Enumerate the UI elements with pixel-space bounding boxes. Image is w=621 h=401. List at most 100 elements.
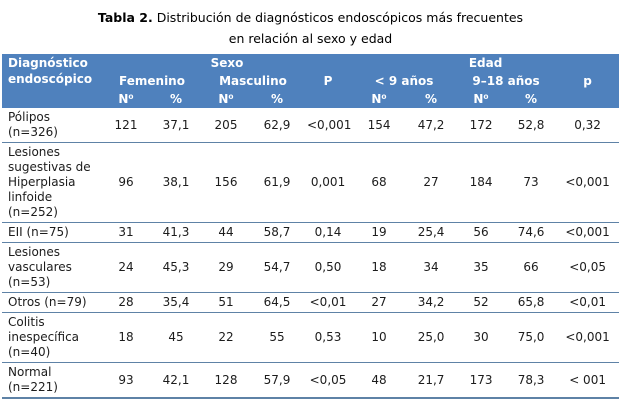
value-cell: 29	[218, 260, 234, 274]
value-cell: 154	[367, 117, 391, 132]
value-cell: <0,001	[565, 330, 610, 344]
value-cell: 173	[469, 372, 493, 387]
value-cell: 27	[371, 295, 387, 309]
col-header-pct-9-18: %	[506, 90, 557, 108]
value-cell: 172	[469, 117, 493, 132]
value-cell: 48	[371, 372, 387, 387]
col-header-menor-9: < 9 años	[352, 72, 457, 90]
col-header-9-18: 9–18 años	[456, 72, 557, 90]
value-cell: 65,8	[517, 295, 545, 309]
table-title-text: Distribución de diagnósticos endoscópico…	[152, 10, 524, 25]
value-cell: 45,3	[162, 260, 190, 274]
table-row: Lesiones sugestivas de Hiperplasia linfo…	[2, 142, 620, 223]
value-cell: 21,7	[417, 372, 445, 387]
value-cell: 34,2	[417, 295, 445, 309]
value-cell: 64,5	[263, 295, 291, 309]
value-cell: 45	[168, 330, 184, 344]
table-header: Diagnóstico endoscópico Sexo Edad Femeni…	[2, 54, 620, 108]
header-row-measures: N⁰ % N⁰ % N⁰ % N⁰ %	[2, 90, 619, 108]
value-cell: 62,9	[263, 117, 291, 132]
value-cell: 22	[218, 330, 234, 344]
value-cell: 25,4	[417, 225, 445, 239]
diagnosis-cell: Pólipos (n=326)	[8, 110, 58, 139]
value-cell: 28	[118, 295, 134, 309]
value-cell: 61,9	[263, 175, 291, 189]
diagnosis-cell: Lesiones vasculares (n=53)	[8, 245, 72, 289]
table-title-line1: Tabla 2. Distribución de diagnósticos en…	[0, 7, 621, 28]
value-cell: 44	[218, 225, 234, 239]
value-cell: 0,001	[310, 175, 346, 189]
value-cell: <0,05	[309, 372, 347, 387]
value-cell: 27	[423, 175, 439, 189]
value-cell: 34	[423, 260, 439, 274]
col-header-n-femenino: N⁰	[102, 90, 150, 108]
value-cell: 52	[473, 295, 489, 309]
diagnosis-cell: Normal (n=221)	[8, 365, 58, 394]
table-title-line2: en relación al sexo y edad	[228, 31, 393, 46]
value-cell: 19	[371, 225, 387, 239]
value-cell: <0,05	[569, 260, 606, 274]
value-cell: 184	[469, 175, 493, 189]
value-cell: 41,3	[162, 225, 190, 239]
diagnosis-cell: Colitis inespecífica (n=40)	[8, 315, 80, 359]
value-cell: 0,14	[314, 225, 342, 239]
value-cell: <0,01	[309, 295, 347, 309]
value-cell: 73	[523, 175, 539, 189]
value-cell: 52,8	[517, 117, 545, 132]
diagnosis-table: Diagnóstico endoscópico Sexo Edad Femeni…	[2, 54, 620, 399]
table-row: Colitis inespecífica (n=40) 18 45 22 55 …	[2, 312, 620, 363]
value-cell: 156	[214, 175, 238, 189]
value-cell: 10	[371, 330, 387, 344]
col-header-pct-femenino: %	[150, 90, 202, 108]
value-cell: 24	[118, 260, 134, 274]
value-cell: < 001	[569, 372, 606, 387]
value-cell: 93	[118, 372, 134, 387]
value-cell: 31	[118, 225, 134, 239]
header-row-groups: Diagnóstico endoscópico Sexo Edad	[2, 54, 620, 108]
value-cell: 47,2	[417, 117, 445, 132]
col-group-edad: Edad	[352, 54, 620, 72]
col-header-femenino: Femenino	[102, 72, 202, 90]
value-cell: 96	[118, 175, 134, 189]
table-row: Otros (n=79) 28 35,4 51 64,5 <0,01 27 34…	[2, 292, 620, 313]
value-cell: 78,3	[517, 372, 545, 387]
value-cell: 121	[114, 117, 138, 132]
table-row: Normal (n=221) 93 42,1 128 57,9 <0,05 48…	[2, 362, 620, 399]
value-cell: 35	[473, 260, 489, 274]
value-cell: 205	[214, 117, 238, 132]
value-cell: 68	[371, 175, 387, 189]
col-header-masculino: Masculino	[202, 72, 304, 90]
value-cell: 54,7	[263, 260, 291, 274]
value-cell: 55	[269, 330, 285, 344]
table-row: EII (n=75) 31 41,3 44 58,7 0,14 19 25,4 …	[2, 222, 620, 243]
value-cell: 35,4	[162, 295, 190, 309]
col-header-p-sexo: P	[304, 72, 353, 108]
value-cell: <0,001	[307, 117, 352, 132]
value-cell: 42,1	[162, 372, 190, 387]
value-cell: 30	[473, 330, 489, 344]
diagnosis-cell: EII (n=75)	[8, 225, 69, 239]
col-header-diagnostico: Diagnóstico endoscópico	[2, 54, 102, 108]
table-title: Tabla 2. Distribución de diagnósticos en…	[0, 0, 621, 49]
col-header-n-masculino: N⁰	[202, 90, 250, 108]
value-cell: 18	[371, 260, 387, 274]
value-cell: 38,1	[162, 175, 190, 189]
header-row-subgroups: Femenino Masculino P < 9 años 9–18 años …	[2, 72, 620, 108]
col-header-pct-masculino: %	[250, 90, 304, 108]
col-header-p-edad: p	[556, 72, 620, 108]
value-cell: 75,0	[517, 330, 545, 344]
table-body: Pólipos (n=326) 121 37,1 205 62,9 <0,001…	[2, 108, 620, 399]
table-row: Lesiones vasculares (n=53) 24 45,3 29 54…	[2, 242, 620, 293]
col-header-pct-menor-9: %	[406, 90, 457, 108]
value-cell: 0,50	[314, 260, 342, 274]
value-cell: 74,6	[517, 225, 545, 239]
value-cell: 25,0	[417, 330, 445, 344]
value-cell: 0,32	[574, 117, 601, 132]
value-cell: <0,01	[569, 295, 606, 309]
value-cell: 51	[218, 295, 234, 309]
diagnosis-cell: Otros (n=79)	[8, 295, 87, 309]
col-header-n-menor-9: N⁰	[352, 90, 407, 108]
value-cell: 0,53	[314, 330, 342, 344]
value-cell: <0,001	[565, 225, 610, 239]
value-cell: <0,001	[565, 175, 610, 189]
